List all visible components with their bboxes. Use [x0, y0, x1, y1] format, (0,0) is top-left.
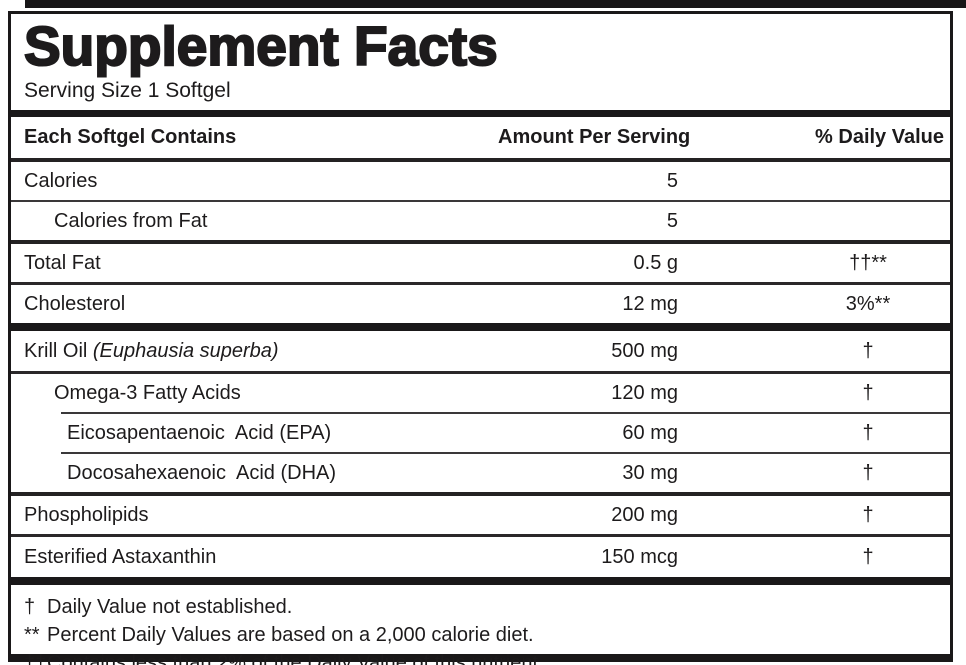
medium-rule — [11, 492, 950, 497]
medium-rule — [11, 282, 950, 286]
nutrient-dv: 3%** — [845, 292, 891, 315]
nutrient-amount: 0.5 g — [633, 251, 678, 274]
table-row-astaxanthin: Esterified Astaxanthin 150 mcg † — [11, 537, 950, 577]
table-row-krill-oil: Krill Oil (Euphausia superba) 500 mg † — [11, 331, 950, 371]
footnote-double-dagger: †† Contains less than 2% of the Daily Va… — [11, 649, 950, 665]
nutrient-amount: 12 mg — [622, 292, 678, 315]
nutrient-dv: † — [862, 421, 874, 444]
header-amount-per-serving: Amount Per Serving — [498, 126, 691, 149]
table-row-dha: Docosahexaenoic Acid (DHA) 30 mg † — [11, 454, 950, 492]
header-daily-value: % Daily Value — [815, 126, 944, 149]
footnote-text: Contains less than 2% of the Daily Value… — [47, 652, 544, 665]
nutrient-amount: 60 mg — [622, 421, 678, 444]
footnote-symbol: † — [24, 596, 36, 619]
nutrient-name: Docosahexaenoic Acid (DHA) — [67, 461, 337, 484]
thick-rule — [11, 110, 950, 118]
nutrient-amount: 500 mg — [611, 339, 678, 362]
thick-rule — [11, 577, 950, 586]
footnote-symbol: †† — [24, 652, 47, 665]
nutrient-amount: 5 — [666, 169, 678, 192]
nutrient-amount: 120 mg — [611, 381, 678, 404]
header-contains: Each Softgel Contains — [24, 126, 237, 149]
hairline-rule-indented — [61, 412, 950, 415]
table-row-omega3: Omega-3 Fatty Acids 120 mg † — [11, 374, 950, 412]
table-row-total-fat: Total Fat 0.5 g ††** — [11, 244, 950, 282]
footnote-text: Percent Daily Values are based on a 2,00… — [47, 624, 534, 647]
footnote-text: Daily Value not established. — [47, 596, 293, 619]
table-row-epa: Eicosapentaenoic Acid (EPA) 60 mg † — [11, 414, 950, 452]
nutrient-name: Calories — [24, 169, 98, 192]
nutrient-name: Krill Oil (Euphausia superba) — [11, 340, 498, 363]
medium-rule — [11, 371, 950, 375]
nutrient-dv: † — [862, 503, 874, 526]
medium-rule — [11, 534, 950, 538]
nutrient-name: Esterified Astaxanthin — [24, 545, 217, 568]
medium-rule — [11, 240, 950, 245]
table-row-cholesterol: Cholesterol 12 mg 3%** — [11, 285, 950, 323]
nutrient-scientific-name: (Euphausia superba) — [92, 339, 279, 362]
nutrient-name: Eicosapentaenoic Acid (EPA) — [67, 421, 332, 444]
nutrient-dv: † — [862, 339, 874, 362]
table-row-phospholipids: Phospholipids 200 mg † — [11, 496, 950, 534]
table-row-calories-from-fat: Calories from Fat 5 — [11, 202, 950, 240]
nutrient-name: Omega-3 Fatty Acids — [54, 381, 241, 404]
panel-title: Supplement Facts — [23, 15, 499, 77]
footnotes: † Daily Value not established. ** Percen… — [11, 585, 950, 665]
nutrient-dv: † — [862, 461, 874, 484]
medium-rule — [11, 158, 950, 163]
nutrient-name: Phospholipids — [24, 503, 149, 526]
nutrient-dv: ††** — [849, 251, 887, 274]
nutrient-amount: 5 — [666, 209, 678, 232]
nutrient-name-text: Krill Oil — [24, 339, 93, 362]
table-header-row: Each Softgel Contains Amount Per Serving… — [11, 117, 950, 158]
nutrient-amount: 200 mg — [611, 503, 678, 526]
serving-size: Serving Size 1 Softgel — [24, 79, 231, 103]
nutrient-dv: † — [862, 381, 874, 404]
top-edge-bar — [25, 0, 966, 8]
hairline-rule — [11, 200, 950, 203]
supplement-facts-box: Supplement Facts Serving Size 1 Softgel … — [8, 11, 953, 665]
nutrient-name: Calories from Fat — [54, 209, 208, 232]
nutrient-amount: 30 mg — [622, 461, 678, 484]
nutrient-name: Cholesterol — [24, 292, 126, 315]
hairline-rule-indented — [61, 452, 950, 455]
nutrient-amount: 150 mcg — [601, 545, 678, 568]
nutrient-name: Total Fat — [24, 251, 101, 274]
footnote-dagger: † Daily Value not established. — [11, 593, 950, 621]
nutrient-dv: † — [862, 545, 874, 568]
table-row-calories: Calories 5 — [11, 162, 950, 200]
footnote-double-asterisk: ** Percent Daily Values are based on a 2… — [11, 621, 950, 649]
footnote-symbol: ** — [24, 624, 40, 647]
thick-rule — [11, 323, 950, 332]
